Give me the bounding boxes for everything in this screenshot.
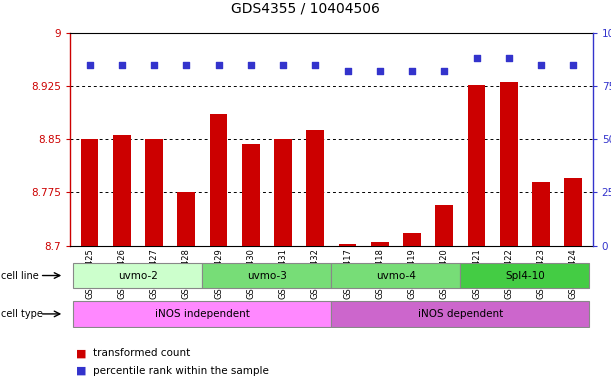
Text: iNOS dependent: iNOS dependent [418,309,503,319]
Point [246,61,256,68]
Bar [73,263,202,288]
Text: ■: ■ [76,348,87,358]
Point [375,68,385,74]
Point [310,61,320,68]
Bar [436,205,453,246]
Bar [500,82,518,246]
Point [407,68,417,74]
Point [504,55,514,61]
Text: cell line: cell line [1,270,39,281]
Text: uvmo-3: uvmo-3 [247,270,287,281]
Bar [307,130,324,246]
Text: ■: ■ [76,366,87,376]
Text: uvmo-2: uvmo-2 [118,270,158,281]
Point [214,61,224,68]
Point [343,68,353,74]
Point [181,61,191,68]
Bar [467,85,486,246]
Text: percentile rank within the sample: percentile rank within the sample [93,366,269,376]
Text: GDS4355 / 10404506: GDS4355 / 10404506 [231,2,380,15]
Bar [565,177,582,246]
Point [117,61,126,68]
Text: iNOS independent: iNOS independent [155,309,250,319]
Text: Spl4-10: Spl4-10 [505,270,545,281]
Point [472,55,481,61]
Bar [371,242,389,246]
Bar [81,139,98,246]
Bar [210,114,227,246]
Text: uvmo-4: uvmo-4 [376,270,416,281]
Point [536,61,546,68]
Point [278,61,288,68]
Text: transformed count: transformed count [93,348,191,358]
Point [568,61,578,68]
Point [439,68,449,74]
Bar [532,182,550,246]
Bar [242,144,260,246]
Bar [113,135,131,246]
Bar [403,233,421,246]
Text: cell type: cell type [1,309,43,319]
Bar [331,263,461,288]
Bar [202,263,331,288]
Bar [145,139,163,246]
Bar [73,301,331,327]
Point [149,61,159,68]
Point [85,61,95,68]
Bar [274,139,292,246]
Bar [461,263,590,288]
Bar [338,244,356,246]
Bar [331,301,590,327]
Bar [177,192,196,246]
